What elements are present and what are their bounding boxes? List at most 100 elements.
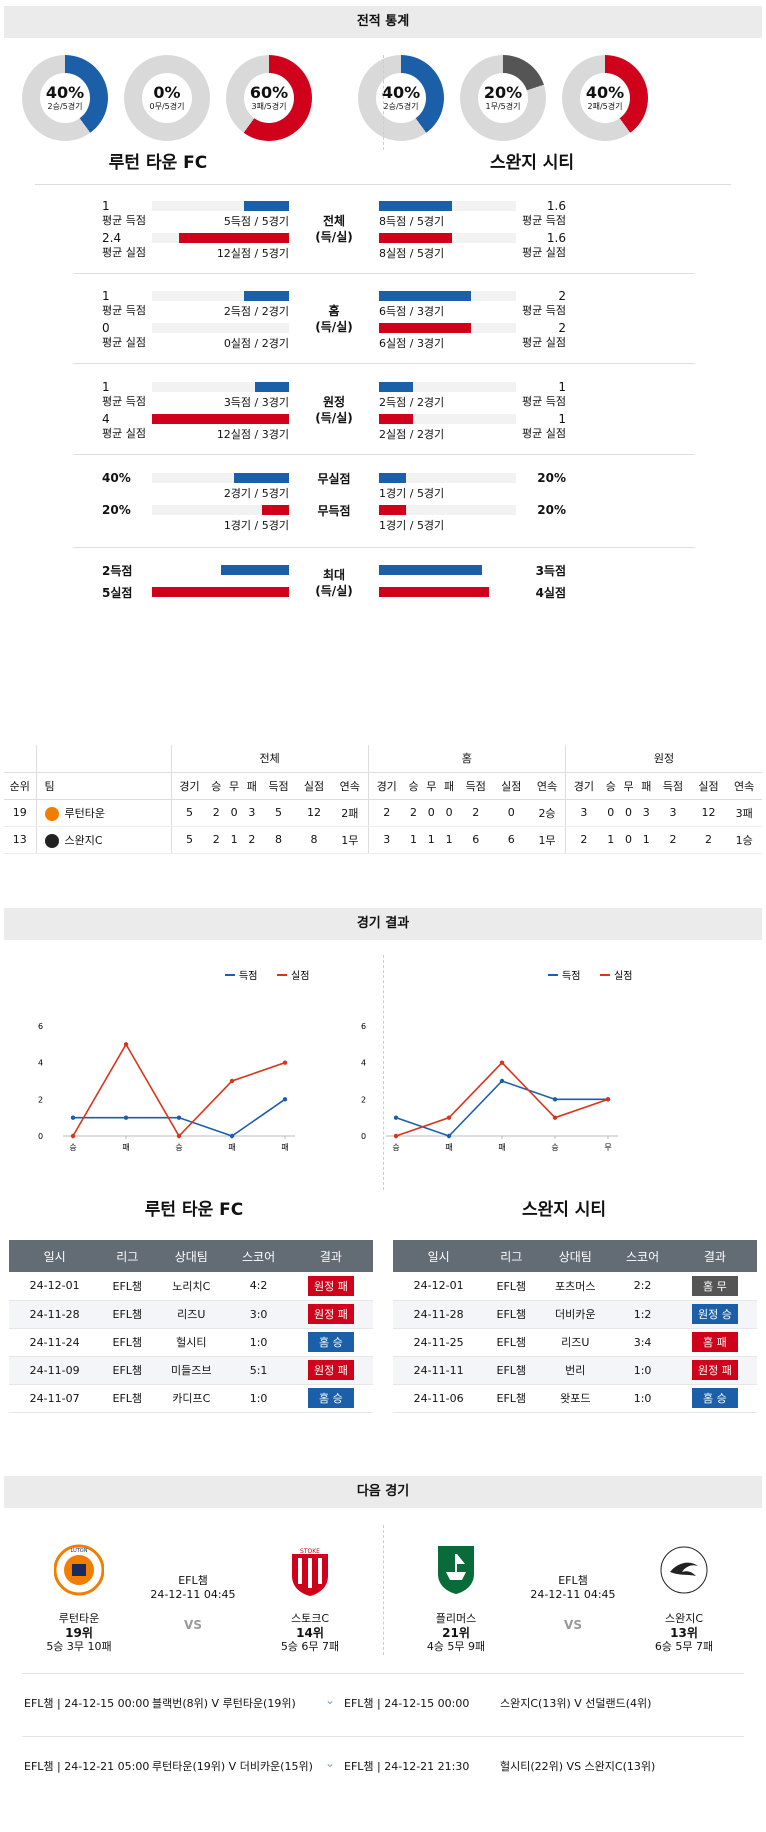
results-header: 리그 [484,1240,539,1272]
donut-center: 40% 2승/5경기 [40,73,90,123]
swansea-icon [44,833,59,848]
stat-detail-away: 8실점 / 5경기 [379,247,445,260]
data-point [393,1115,399,1120]
standings-cell: 3 [655,799,691,827]
next-time: 24-12-11 04:45 [530,1588,616,1601]
results-header: 리그 [100,1240,155,1272]
stat-group-label: 원정 (득/실) [309,394,359,426]
team-name: 루턴타운 [64,806,105,820]
bar-fill-home [261,505,289,515]
stat-value-home: 40% [102,471,131,485]
result-cell: EFL챔 [100,1272,155,1301]
label-line: (득/실) [315,230,353,244]
donut-percent: 20% [483,83,523,102]
result-cell: 홈 승 [672,1384,757,1413]
result-cell: 3:4 [612,1328,673,1357]
y-tick-label: 0 [361,1132,366,1141]
result-row: 24-11-06 EFL챔 왓포드 1:0 홈 승 [393,1384,757,1413]
divider [73,363,695,364]
result-cell: 홈 패 [672,1328,757,1357]
result-cell: 24-11-28 [393,1300,485,1329]
standings-cell: 0 [225,799,243,827]
results-charts: 득점 실점 0 2 4 6 승 패 승 패 패 득점 실점 0 2 4 6 승 패 패 승 무 [38,970,632,1152]
standings-cell: 1 [637,826,656,854]
stat-value-home: 2.4 [102,231,122,245]
header-cell [35,745,171,773]
donut-percent: 40% [45,83,85,102]
standings-cell: 6 [493,826,530,854]
x-tick-label: 패 [228,1142,235,1152]
stat-label-home: 평균 실점 [102,336,146,349]
upcoming-match: 헐시티(22위) VS 스완지C(13위) [500,1760,656,1773]
stat-value-home: 20% [102,503,131,517]
standings-col-header: 패 [242,772,261,800]
bar-track [379,382,516,392]
divider [73,547,695,548]
standings-col-header: 실점 [493,772,530,800]
away-results-table: 일시 리그 상대팀 스코어 결과 24-12-01 EFL챔 포츠머스 2:2 홈 무 24-11-… [393,1240,757,1413]
data-point [229,1133,235,1139]
upcoming-match: 루턴타운(19위) V 더비카운(15위) [152,1760,313,1773]
label-line: (득/실) [315,584,353,598]
result-cell: 포츠머스 [538,1272,613,1301]
standings-col-header: 경기 [564,772,602,800]
legend-label: 득점 [562,970,580,982]
y-tick-label: 2 [361,1095,366,1104]
data-point [70,1133,76,1139]
vs-label: VS [184,1618,202,1632]
standings-cell: 6 [457,826,494,854]
standings-col-header: 연속 [529,772,566,800]
result-cell: 리즈U [538,1328,613,1357]
x-tick-label: 패 [281,1142,288,1152]
result-badge: 홈 승 [307,1332,354,1352]
x-tick-label: 승 [392,1143,399,1152]
max-value-away: 4실점 [535,586,566,600]
away-team-name: 스완지 시티 [521,1200,607,1220]
bar-fill-away [379,233,452,243]
plymouth-logo [438,1546,474,1594]
result-cell: EFL챔 [484,1272,539,1301]
stat-detail-home: 12실점 / 5경기 [216,247,289,260]
standings-col-header: 순위 [4,772,36,800]
bar-track [379,473,516,483]
standings-col-header: 패 [440,772,458,800]
result-cell: 24-11-07 [9,1384,101,1413]
stat-detail-home: 2경기 / 5경기 [223,487,289,500]
stat-value-home: 0 [102,321,110,335]
result-cell: 미들즈브 [154,1356,229,1385]
result-cell: 원정 패 [288,1356,373,1385]
standings-cell: 2승 [529,799,566,827]
standings-cell: 0 [601,799,620,827]
result-cell: 24-11-09 [9,1356,101,1385]
bar-fill-away [379,565,482,575]
result-badge: 원정 승 [691,1304,738,1324]
standings-cell: 1승 [726,826,762,854]
y-tick-label: 6 [38,1022,43,1031]
standings-cell: 19 [4,799,36,827]
result-badge: 홈 승 [307,1388,354,1408]
result-cell: 카디프C [154,1384,229,1413]
result-row: 24-11-24 EFL챔 헐시티 1:0 홈 승 [9,1328,373,1357]
bar-track [152,323,289,333]
divider [22,1736,744,1737]
standings-cell: 12 [296,799,332,827]
bar-track [152,201,289,211]
result-cell: 24-11-06 [393,1384,485,1413]
standings-row: 19 루턴타운 5 2 0 3 5 12 2패 2 2 0 0 2 0 2승 3 0 0 3 3 12 3패 [4,799,762,827]
results-header: 결과 [672,1240,757,1272]
next-home-record: 4승 5무 9패 [426,1640,486,1653]
next-away-name: 스완지C [664,1612,704,1625]
stat-group-label: 홈 (득/실) [309,303,359,335]
upcoming-league-time: EFL챔 | 24-12-15 00:00 [24,1697,150,1710]
result-cell: EFL챔 [100,1384,155,1413]
team-name: 스완지C [64,833,103,847]
result-row: 24-11-28 EFL챔 리즈U 3:0 원정 패 [9,1300,373,1329]
results-header: 결과 [288,1240,373,1272]
result-cell: 리즈U [154,1300,229,1329]
data-point [229,1078,235,1084]
standings-cell: 2 [690,826,727,854]
stat-group-label: 최대 (득/실) [309,567,359,599]
bar-fill-away [379,473,407,483]
bar-fill-away [379,414,414,424]
swansea-logo [660,1546,708,1594]
